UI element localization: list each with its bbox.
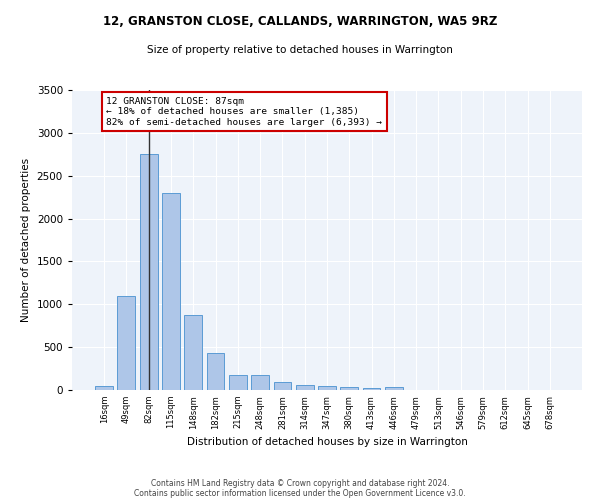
- Bar: [318, 386, 336, 390]
- X-axis label: Distribution of detached houses by size in Warrington: Distribution of detached houses by size …: [187, 437, 467, 447]
- Bar: [340, 387, 358, 390]
- Y-axis label: Number of detached properties: Number of detached properties: [21, 158, 31, 322]
- Text: Size of property relative to detached houses in Warrington: Size of property relative to detached ho…: [147, 45, 453, 55]
- Bar: [274, 382, 292, 390]
- Bar: [206, 353, 224, 390]
- Text: Contains public sector information licensed under the Open Government Licence v3: Contains public sector information licen…: [134, 488, 466, 498]
- Text: Contains HM Land Registry data © Crown copyright and database right 2024.: Contains HM Land Registry data © Crown c…: [151, 478, 449, 488]
- Bar: [184, 314, 202, 390]
- Bar: [251, 375, 269, 390]
- Bar: [95, 386, 113, 390]
- Bar: [162, 193, 180, 390]
- Bar: [229, 375, 247, 390]
- Text: 12, GRANSTON CLOSE, CALLANDS, WARRINGTON, WA5 9RZ: 12, GRANSTON CLOSE, CALLANDS, WARRINGTON…: [103, 15, 497, 28]
- Bar: [118, 296, 136, 390]
- Text: 12 GRANSTON CLOSE: 87sqm
← 18% of detached houses are smaller (1,385)
82% of sem: 12 GRANSTON CLOSE: 87sqm ← 18% of detach…: [106, 97, 382, 126]
- Bar: [385, 388, 403, 390]
- Bar: [362, 388, 380, 390]
- Bar: [140, 154, 158, 390]
- Bar: [296, 385, 314, 390]
